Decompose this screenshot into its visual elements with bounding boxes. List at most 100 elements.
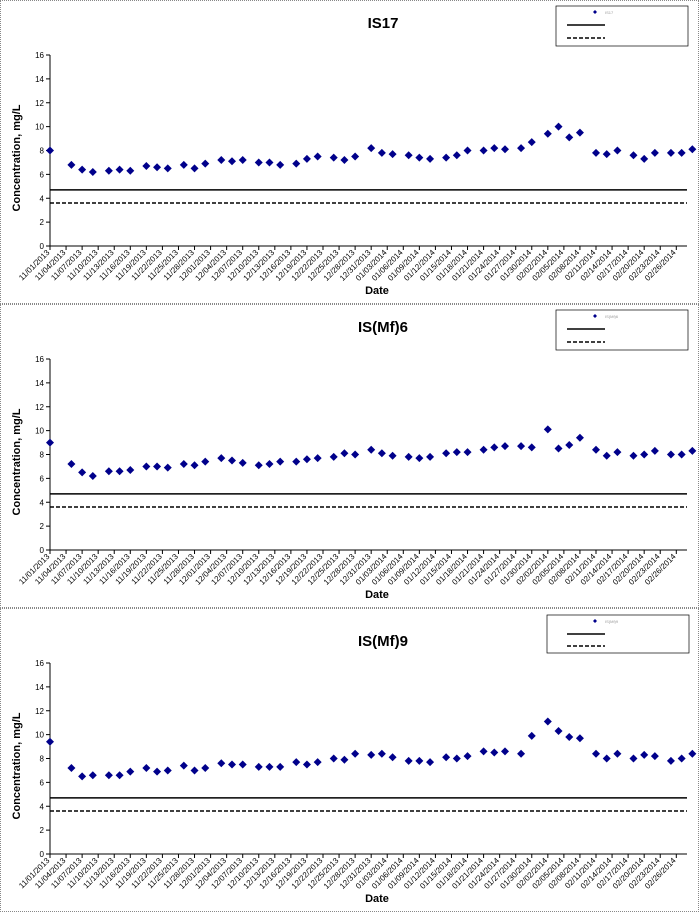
data-point: [666, 756, 675, 765]
data-point: [126, 166, 135, 175]
data-point: [602, 754, 611, 763]
data-point: [592, 749, 600, 758]
data-point: [67, 460, 76, 469]
data-point: [575, 433, 584, 442]
data-point: [201, 764, 210, 773]
data-point: [415, 454, 424, 463]
data-point: [292, 758, 301, 767]
data-point: [153, 163, 162, 172]
data-point: [388, 150, 397, 159]
data-point: [640, 450, 649, 459]
data-point: [238, 760, 247, 769]
y-tick-label: 6: [40, 170, 45, 179]
y-tick-label: 2: [40, 826, 45, 835]
data-point: [329, 452, 338, 461]
data-point: [404, 452, 413, 461]
data-point: [650, 446, 659, 455]
data-point: [217, 454, 226, 463]
data-point: [479, 445, 488, 454]
data-point: [46, 146, 54, 155]
data-point: [254, 158, 263, 167]
data-point: [677, 148, 686, 157]
data-point: [592, 148, 600, 157]
data-point: [490, 144, 499, 153]
y-tick-label: 0: [40, 850, 45, 859]
legend: IS(Mf)9: [546, 614, 690, 654]
data-point: [452, 448, 461, 457]
data-point: [115, 771, 124, 780]
x-axis-title: Date: [365, 285, 389, 297]
y-tick-label: 12: [35, 707, 44, 716]
y-tick-label: 8: [40, 755, 45, 764]
data-point: [377, 449, 386, 458]
data-point: [292, 457, 301, 466]
data-point: [142, 162, 151, 171]
y-tick-label: 4: [40, 802, 45, 811]
data-point: [88, 471, 97, 480]
data-point: [190, 461, 199, 470]
data-point: [463, 146, 472, 155]
data-point: [276, 762, 285, 771]
data-point: [543, 717, 552, 726]
data-point: [463, 448, 472, 457]
y-tick-label: 14: [35, 683, 44, 692]
data-point: [163, 164, 172, 173]
data-point: [254, 762, 263, 771]
data-point: [554, 122, 563, 131]
data-point: [217, 759, 226, 768]
data-point: [517, 442, 526, 451]
y-tick-label: 10: [35, 123, 44, 132]
data-point: [276, 457, 285, 466]
chart-svg-ismf9: IS(Mf)9 Concentration, mg/L Date IS(Mf)9…: [11, 614, 697, 905]
data-point: [302, 760, 311, 769]
data-point: [78, 772, 87, 781]
data-point: [276, 160, 285, 169]
data-point: [650, 148, 659, 157]
data-point: [677, 450, 686, 459]
data-point: [228, 157, 236, 166]
y-tick-label: 4: [40, 194, 45, 203]
data-point: [554, 444, 563, 453]
data-point: [592, 445, 600, 454]
y-tick-label: 6: [40, 474, 45, 483]
y-axis-title: Concentration, mg/L: [11, 104, 23, 211]
data-point: [238, 458, 247, 467]
data-point: [292, 159, 301, 168]
data-point: [340, 449, 349, 458]
data-point: [688, 446, 697, 455]
data-point: [254, 461, 263, 470]
y-tick-label: 6: [40, 778, 45, 787]
legend-entry-series: IS17: [605, 10, 614, 15]
data-point: [126, 466, 135, 475]
data-point: [302, 455, 311, 464]
data-point: [613, 146, 622, 155]
data-point: [575, 734, 584, 743]
data-point: [367, 750, 376, 759]
data-point: [602, 451, 611, 460]
data-point: [688, 145, 697, 154]
y-axis-title: Concentration, mg/L: [11, 408, 23, 515]
legend-entry-series: IS(Mf)6: [605, 314, 619, 319]
data-point: [228, 760, 236, 769]
data-point: [302, 154, 311, 163]
data-point: [201, 457, 210, 466]
data-point: [46, 438, 54, 447]
data-point: [442, 753, 451, 762]
data-point: [163, 463, 172, 472]
data-point: [442, 153, 451, 162]
data-point: [501, 747, 509, 756]
legend-entry-series: IS(Mf)9: [605, 619, 619, 624]
data-point: [115, 165, 124, 174]
data-point: [153, 767, 162, 776]
data-point: [463, 752, 472, 761]
data-point: [329, 754, 338, 763]
legend: IS(Mf)6: [555, 309, 689, 351]
data-point: [142, 764, 151, 773]
data-point: [677, 754, 686, 763]
data-point: [602, 150, 611, 159]
data-point: [688, 749, 697, 758]
data-point: [351, 152, 360, 161]
chart-svg-is17: IS17 Concentration, mg/L Date IS17 0 2 4 6 8…: [11, 5, 697, 297]
y-tick-label: 14: [35, 379, 44, 388]
y-tick-label: 4: [40, 498, 45, 507]
